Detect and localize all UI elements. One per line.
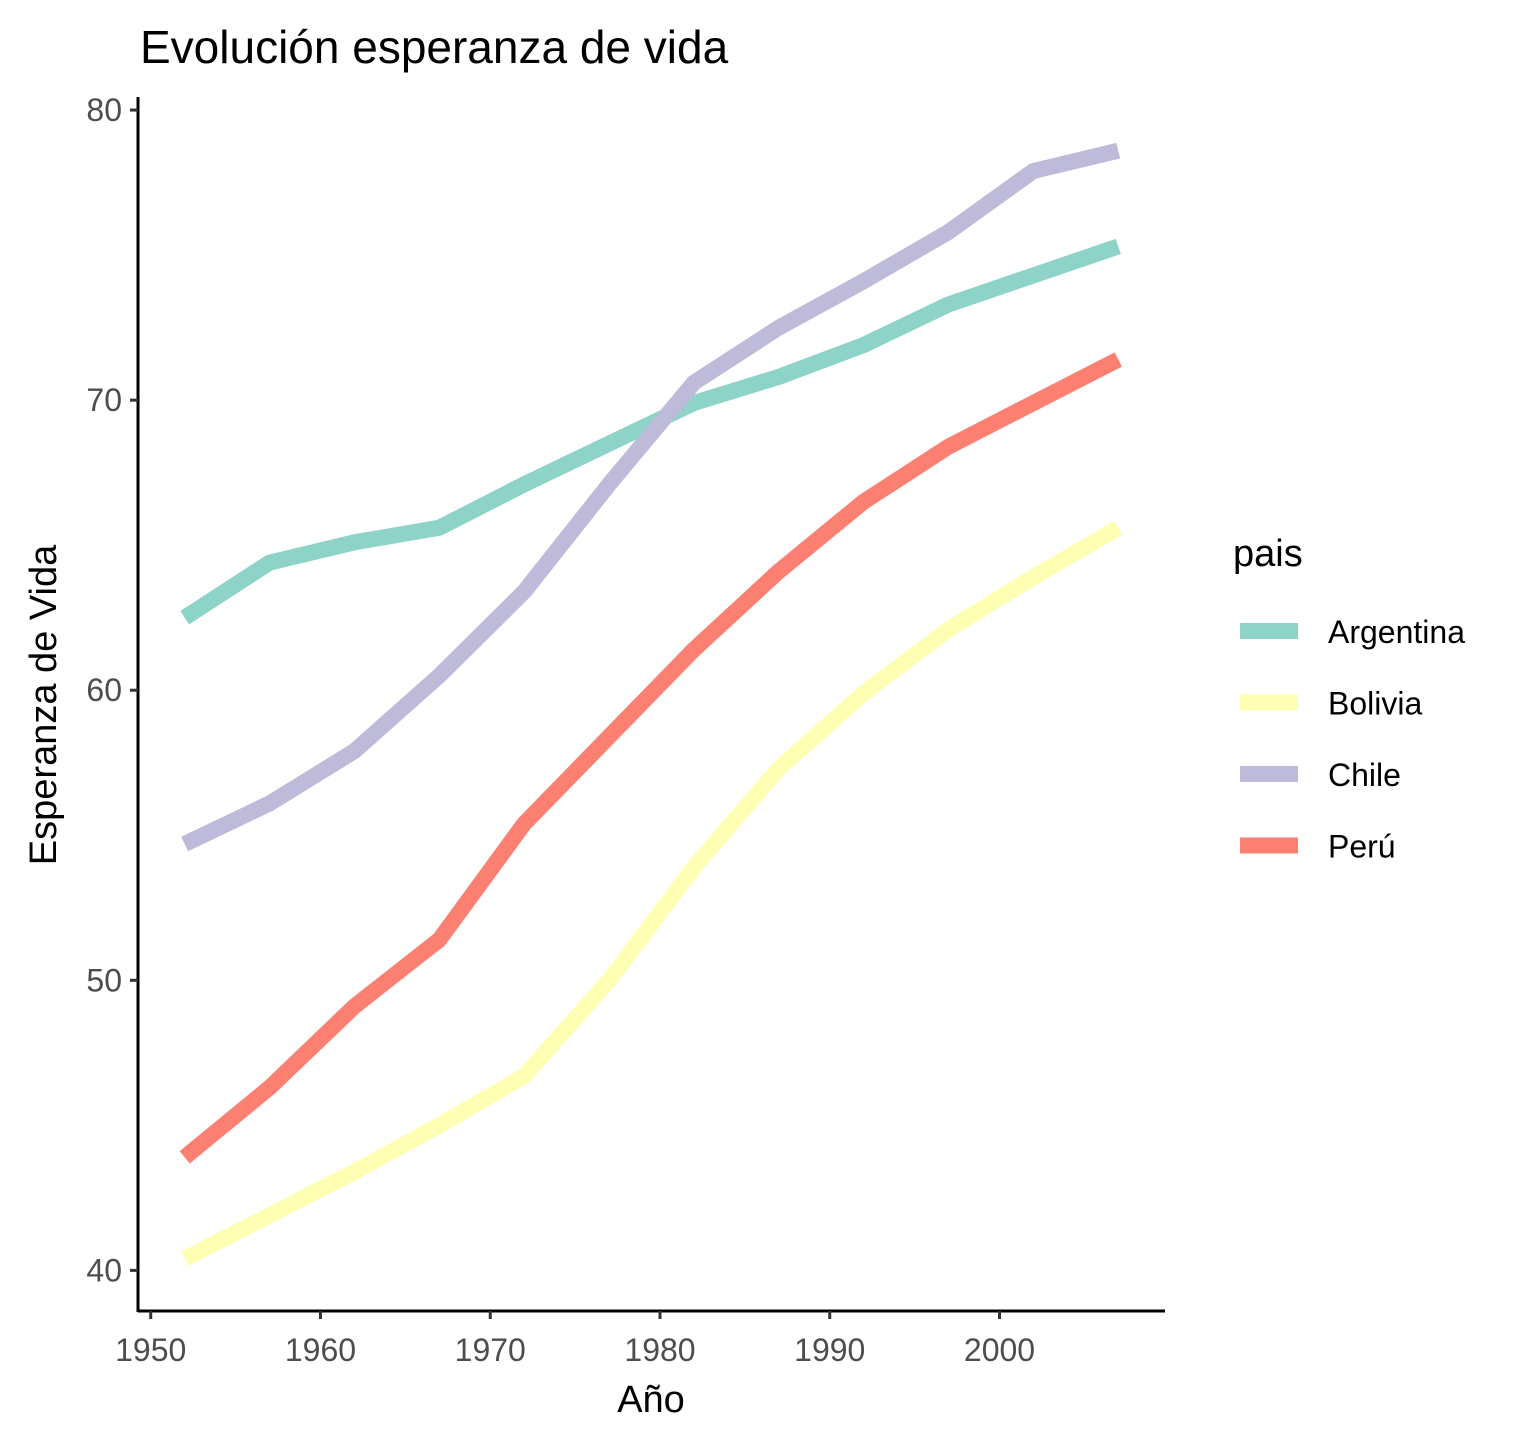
series-line-chile	[181, 142, 1121, 852]
x-tick-label: 1950	[115, 1332, 186, 1368]
x-tick-label: 1990	[794, 1332, 865, 1368]
legend-items: Argentina Bolivia Chile Perú	[1240, 614, 1465, 865]
legend-label-chile: Chile	[1328, 757, 1401, 793]
legend-label-argentina: Argentina	[1328, 614, 1465, 650]
series-lines	[179, 142, 1123, 1266]
legend: pais Argentina Bolivia Chile Perú	[1233, 533, 1465, 865]
x-tick-label: 2000	[964, 1332, 1035, 1368]
x-tick-label: 1980	[624, 1332, 695, 1368]
x-tick-label: 1960	[285, 1332, 356, 1368]
y-axis-ticks: 40 50 60 70 80	[86, 92, 138, 1288]
x-tick-label: 1970	[455, 1332, 526, 1368]
x-axis-ticks: 1950 1960 1970 1980 1990 2000	[115, 1311, 1035, 1368]
legend-title: pais	[1233, 533, 1303, 575]
y-tick-label: 80	[86, 92, 122, 128]
chart-title: Evolución esperanza de vida	[140, 21, 729, 73]
series-line-per-	[179, 352, 1122, 1164]
y-tick-label: 40	[86, 1252, 122, 1288]
y-tick-label: 50	[86, 962, 122, 998]
y-tick-label: 70	[86, 382, 122, 418]
legend-label-bolivia: Bolivia	[1328, 686, 1422, 722]
series-line-bolivia	[181, 520, 1123, 1266]
y-axis-title: Esperanza de Vida	[23, 544, 65, 865]
y-tick-label: 60	[86, 672, 122, 708]
x-axis-title: Año	[617, 1379, 685, 1421]
legend-label-per-: Perú	[1328, 829, 1396, 865]
